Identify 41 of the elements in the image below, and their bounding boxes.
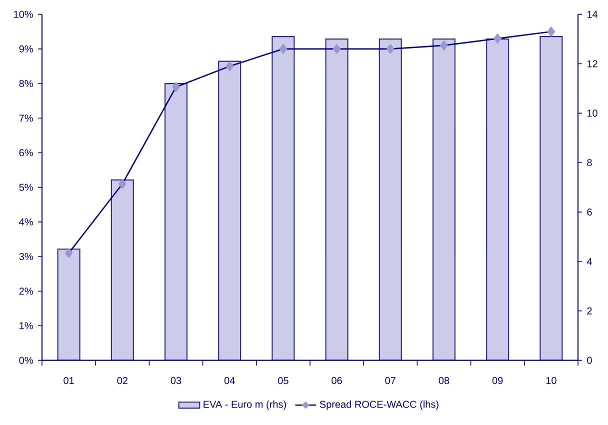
- y2-tick-label: 0: [587, 356, 592, 364]
- y-tick-label: 8%: [19, 80, 33, 88]
- legend-label: Spread ROCE-WACC (lhs): [320, 400, 438, 410]
- y2-tick-label: 8: [587, 159, 592, 166]
- bar: [540, 36, 563, 360]
- bar: [486, 38, 510, 360]
- bar: [57, 248, 80, 360]
- x-tick-label: 03: [170, 377, 182, 384]
- bar: [272, 36, 295, 360]
- y-tick-label: 3%: [19, 252, 33, 260]
- x-tick-label: 10: [546, 377, 556, 384]
- y2-tick-label: 6: [587, 208, 592, 216]
- x-tick-label: 05: [278, 377, 288, 384]
- x-tick-label: 06: [332, 377, 342, 384]
- y2-tick-label: 2: [587, 307, 592, 314]
- x-tick-label: 09: [492, 377, 503, 384]
- x-tick-label: 01: [64, 377, 74, 384]
- y2-tick-label: 14: [587, 10, 598, 18]
- x-tick-label: 07: [385, 377, 396, 384]
- y-tick-label: 6%: [19, 149, 33, 156]
- bar: [432, 38, 456, 360]
- legend-label: EVA - Euro m (rhs): [204, 400, 286, 410]
- y-tick-label: 5%: [19, 184, 33, 191]
- y-tick-label: 10%: [14, 10, 33, 18]
- x-tick-label: 02: [117, 377, 128, 384]
- bar: [164, 83, 188, 360]
- y2-tick-label: 4: [586, 258, 592, 265]
- y-tick-label: 4%: [19, 218, 33, 226]
- y-tick-label: 9%: [19, 45, 33, 52]
- bar: [110, 179, 134, 360]
- bar: [325, 38, 348, 360]
- y-tick-label: 1%: [20, 322, 33, 330]
- bar: [378, 38, 402, 360]
- bar: [218, 60, 242, 360]
- y-tick-label: 0%: [19, 356, 33, 364]
- y-tick-label: 2%: [19, 288, 33, 295]
- x-tick-label: 08: [438, 377, 450, 384]
- y-tick-label: 7%: [19, 114, 33, 122]
- y2-tick-label: 12: [587, 60, 598, 68]
- x-tick-label: 04: [224, 377, 235, 384]
- y2-tick-label: 10: [587, 110, 598, 117]
